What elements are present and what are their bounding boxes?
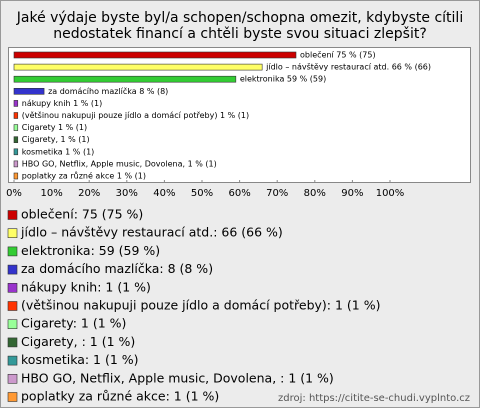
bar [13, 51, 297, 59]
x-tick-label: 90% [341, 188, 363, 199]
legend-swatch [7, 246, 18, 257]
bar [13, 88, 45, 95]
x-tick-label: 50% [191, 188, 213, 199]
value-label: kosmetika 1 % (1) [22, 147, 95, 156]
value-label: jídlo – návštěvy restaurací atd. 66 % (6… [265, 62, 431, 72]
bar [13, 112, 19, 119]
bar [13, 75, 237, 83]
legend-swatch [7, 282, 18, 293]
bar [13, 63, 263, 71]
legend-label: jídlo – návštěvy restaurací atd.: 66 (66… [20, 225, 283, 240]
x-tick-label: 10% [40, 188, 62, 199]
x-tick-label: 60% [228, 188, 250, 199]
legend-label: Cigarety: 1 (1 %) [21, 316, 126, 331]
x-tick-label: 30% [116, 188, 138, 199]
legend-label: poplatky za různé akce: 1 (1 %) [21, 389, 219, 404]
legend-label: HBO GO, Netflix, Apple music, Dovolena, … [21, 370, 334, 385]
legend-label: elektronika: 59 (59 %) [21, 243, 160, 258]
legend-label: (většinou nakupuji pouze jídlo a domácí … [21, 298, 380, 313]
legend-swatch [7, 392, 18, 402]
legend-label: nákupy knih: 1 (1 %) [21, 279, 151, 294]
bar [13, 160, 19, 168]
x-tick-label: 40% [153, 188, 175, 199]
legend-label: za domácího mazlíčka: 8 (8 %) [21, 261, 213, 276]
legend-swatch [7, 337, 18, 348]
legend-swatch [7, 264, 18, 275]
bar [13, 124, 19, 131]
value-label: HBO GO, Netflix, Apple music, Dovolena, … [22, 159, 217, 168]
chart-title: nedostatek financí a chtěli byste svou s… [53, 26, 427, 42]
value-label: poplatky za různé akce 1 % (1) [22, 171, 146, 181]
legend-swatch [7, 319, 18, 330]
value-label: elektronika 59 % (59) [240, 75, 326, 84]
value-label: oblečení 75 % (75) [300, 50, 376, 60]
x-tick-label: 70% [266, 188, 288, 199]
legend-swatch [7, 301, 18, 311]
legend-swatch [7, 210, 18, 220]
x-tick-label: 80% [304, 188, 326, 199]
legend-swatch [7, 228, 18, 238]
bar [13, 148, 19, 156]
bar [13, 172, 19, 180]
value-label: nákupy knih 1 % (1) [22, 99, 102, 108]
legend-swatch [7, 373, 18, 384]
x-tick-label: 20% [78, 188, 100, 199]
bar [13, 136, 19, 143]
legend-label: Cigarety, : 1 (1 %) [21, 334, 135, 349]
chart-title: Jaké výdaje byste byl/a schopen/schopna … [16, 10, 463, 26]
value-label: Cigarety 1 % (1) [22, 123, 87, 132]
value-label: za domácího mazlíčka 8 % (8) [48, 86, 168, 96]
x-tick-label: 100% [376, 188, 405, 199]
legend-label: oblečení: 75 (75 %) [21, 207, 143, 222]
value-label: (většinou nakupuji pouze jídlo a domácí … [22, 110, 249, 120]
bar [13, 100, 19, 107]
x-tick-label: 0% [6, 188, 22, 199]
value-label: Cigarety, 1 % (1) [22, 135, 90, 144]
legend-label: kosmetika: 1 (1 %) [21, 352, 139, 367]
legend-swatch [7, 355, 18, 366]
source: zdroj: https://citite-se-chudi.vyplnto.c… [278, 393, 470, 404]
